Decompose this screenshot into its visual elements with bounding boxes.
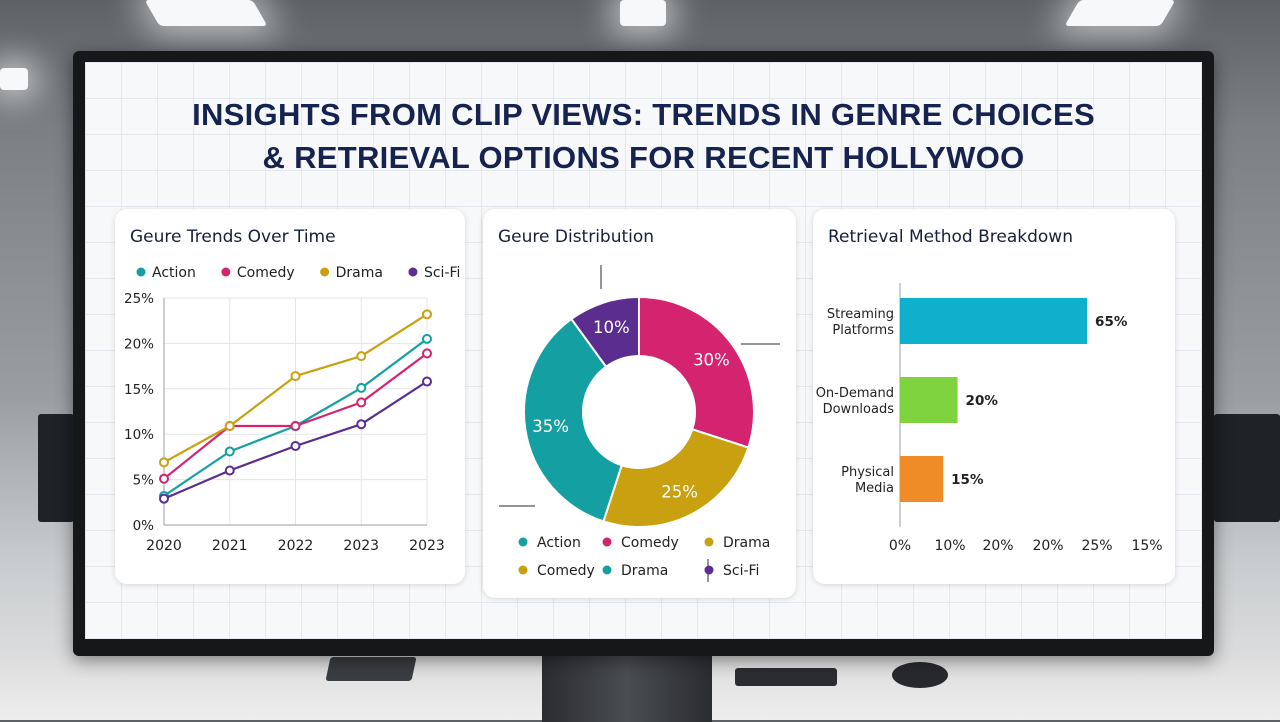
phone — [325, 657, 417, 681]
legend-dot-sci-fi — [704, 565, 714, 575]
bar-chart-title: Retrieval Method Breakdown — [828, 227, 1073, 247]
data-point-comedy — [422, 348, 432, 359]
x-tick-label: 2022 — [278, 538, 314, 554]
ceiling-light — [0, 68, 28, 90]
dashboard-title-line1: INSIGHTS FROM CLIP VIEWS: TRENDS IN GENR… — [192, 97, 1095, 132]
data-point-comedy — [356, 397, 367, 408]
data-point-drama — [159, 457, 169, 468]
data-point-comedy — [290, 421, 301, 432]
legend-dot-drama — [704, 537, 714, 547]
data-point-action — [224, 446, 235, 457]
x-tick-label: 0% — [889, 538, 911, 554]
donut-slice-30 — [638, 295, 755, 449]
bar-physical-media — [900, 456, 944, 502]
x-tick-label: 25% — [1081, 538, 1112, 554]
data-point-sci-fi — [290, 441, 301, 452]
category-label: Physical — [841, 465, 894, 480]
donut-value-label: 10% — [593, 318, 630, 337]
x-tick-label: 2020 — [146, 538, 182, 554]
x-tick-label: 20% — [1032, 538, 1063, 554]
x-tick-label: 10% — [934, 538, 965, 554]
y-tick-label: 0% — [133, 518, 155, 534]
x-tick-label: 15% — [1131, 538, 1162, 554]
legend-dot-sci-fi — [408, 267, 418, 277]
y-tick-label: 10% — [124, 427, 154, 443]
bar-value-label: 65% — [1095, 314, 1128, 330]
x-tick-label: 2021 — [212, 538, 248, 554]
category-label: Downloads — [823, 402, 895, 417]
data-point-sci-fi — [224, 465, 235, 476]
data-point-sci-fi — [159, 493, 169, 504]
x-tick-label: 2023 — [409, 538, 445, 554]
data-point-drama — [356, 351, 367, 362]
background-monitor — [1214, 414, 1280, 522]
category-label: Streaming — [827, 307, 894, 322]
donut-slice-10 — [570, 295, 640, 369]
monitor-stand — [542, 652, 712, 722]
line-chart-title: Geure Trends Over Time — [130, 227, 336, 247]
data-point-drama — [422, 309, 432, 320]
keyboard — [735, 668, 837, 686]
legend-dot-drama — [320, 267, 330, 277]
legend-label-drama: Drama — [723, 535, 770, 551]
ceiling-light — [620, 0, 666, 26]
data-point-sci-fi — [356, 419, 367, 430]
genre-distribution-chart: 30% 25% 35% 10% Action Comedy Drama Comedy Drama… — [499, 265, 780, 582]
legend-label-comedy: Comedy — [621, 535, 679, 551]
legend-label-sci-fi: Sci-Fi — [723, 563, 759, 579]
legend-label-drama: Drama — [336, 265, 383, 281]
legend-dot-drama — [602, 565, 612, 575]
dashboard-title-line2: & RETRIEVAL OPTIONS FOR RECENT HOLLYWOO — [262, 140, 1025, 175]
legend-label-sci-fi: Sci-Fi — [424, 265, 460, 281]
y-tick-label: 25% — [124, 291, 154, 307]
legend-dot-comedy — [518, 565, 528, 575]
data-point-action — [422, 333, 432, 344]
genre-trends-card: Geure Trends Over Time Action Comedy Drama… — [115, 209, 465, 584]
legend-dot-action — [136, 267, 146, 277]
legend-label-comedy: Comedy — [537, 563, 595, 579]
legend-label-action: Action — [152, 265, 196, 281]
category-label: On-Demand — [816, 386, 894, 401]
donut-value-label: 35% — [532, 417, 569, 436]
donut-value-label: 30% — [693, 350, 730, 369]
background-monitor — [38, 414, 74, 522]
bar-value-label: 15% — [951, 472, 984, 488]
data-point-sci-fi — [422, 376, 432, 387]
y-tick-label: 15% — [124, 382, 154, 398]
data-point-drama — [224, 421, 235, 432]
dashboard-screen: INSIGHTS FROM CLIP VIEWS: TRENDS IN GENR… — [85, 62, 1202, 639]
donut-slice-35 — [523, 317, 623, 523]
legend-dot-action — [518, 537, 528, 547]
x-tick-label: 20% — [982, 538, 1013, 554]
y-tick-label: 20% — [124, 336, 154, 352]
genre-distribution-card: Geure Distribution 30% 25% 35% 10% Action Com… — [483, 209, 796, 598]
data-point-action — [356, 382, 367, 393]
bar-streaming-platforms — [900, 298, 1088, 344]
donut-chart-title: Geure Distribution — [498, 227, 655, 247]
bar-value-label: 20% — [966, 393, 999, 409]
donut-slice-25 — [602, 428, 750, 528]
data-point-comedy — [159, 473, 169, 484]
x-tick-label: 2023 — [343, 538, 379, 554]
category-label: Media — [855, 481, 894, 496]
category-label: Platforms — [832, 323, 894, 338]
genre-trends-chart: Action Comedy Drama Sci-Fi 0% 5% 10% 15% 20% 25% 2… — [124, 265, 460, 554]
donut-value-label: 25% — [661, 483, 698, 502]
legend-dot-comedy — [221, 267, 231, 277]
ceiling-light — [144, 0, 268, 26]
bar-on-demand-downloads — [900, 377, 958, 423]
legend-label-action: Action — [537, 535, 581, 551]
legend-label-comedy: Comedy — [237, 265, 295, 281]
y-tick-label: 5% — [133, 473, 155, 489]
legend-dot-comedy — [602, 537, 612, 547]
retrieval-method-card: Retrieval Method Breakdown Streaming Plat… — [813, 209, 1175, 584]
data-point-drama — [290, 371, 301, 382]
legend-label-drama: Drama — [621, 563, 668, 579]
ceiling-light — [1064, 0, 1176, 26]
mouse — [892, 662, 948, 688]
